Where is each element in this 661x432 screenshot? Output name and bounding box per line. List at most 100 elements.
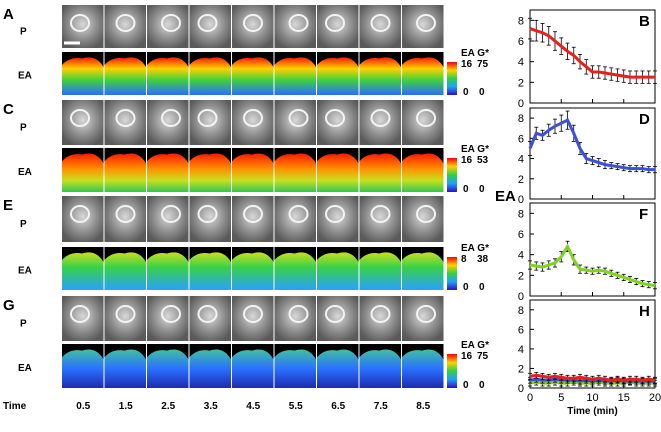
cell-outline — [325, 14, 345, 32]
x-tick-label: 15 — [618, 392, 630, 404]
phase-image — [317, 100, 359, 145]
phase-image — [359, 196, 401, 242]
cell-outline — [70, 305, 90, 323]
phase-image — [189, 100, 231, 145]
cell-outline — [288, 109, 309, 127]
cell-outline — [325, 109, 345, 127]
phase-image — [189, 296, 231, 341]
ea-cell — [147, 349, 189, 388]
cell-outline — [416, 305, 436, 323]
ea-cell — [147, 252, 189, 290]
ea-cell — [104, 349, 146, 388]
cell-outline — [416, 14, 436, 32]
cell-outline — [288, 14, 309, 32]
x-tick-label: 5 — [558, 392, 564, 404]
ea-cell — [232, 57, 274, 95]
cell-outline — [115, 305, 136, 323]
time-value: 0.5 — [76, 401, 90, 412]
time-value: 6.5 — [331, 401, 345, 412]
cell-outline — [197, 205, 218, 223]
data-line — [529, 243, 656, 288]
ea-cell — [189, 153, 231, 192]
ea-cell — [232, 252, 274, 290]
ea-cell — [359, 57, 401, 95]
phase-image — [147, 5, 189, 48]
colorbar — [447, 62, 457, 95]
ea-cell — [189, 252, 231, 290]
cell-outline — [325, 305, 345, 323]
panel-label: F — [639, 206, 648, 223]
plot-frame — [529, 9, 656, 104]
phase-image — [274, 296, 316, 341]
y-tick-label: 4 — [518, 154, 524, 166]
time-value: 3.5 — [204, 401, 218, 412]
panel-label: B — [639, 13, 650, 30]
colorbar-min: 0 — [463, 380, 469, 391]
phase-image — [274, 196, 316, 242]
phase-image — [232, 100, 274, 145]
y-tick-label: 0 — [518, 383, 524, 395]
y-tick-label: 4 — [518, 57, 524, 69]
cell-outline — [370, 305, 391, 323]
cell-outline — [115, 205, 136, 223]
colorbar-max: 38 — [477, 254, 489, 265]
cell-outline — [197, 14, 218, 32]
phase-image — [359, 100, 401, 145]
panel-label: C — [3, 101, 14, 118]
cell-outline — [243, 14, 263, 32]
ea-cell — [274, 349, 316, 388]
y-tick-label: 8 — [518, 305, 524, 317]
ea-cell — [232, 153, 274, 192]
time-value: 2.5 — [161, 401, 175, 412]
data-line — [528, 118, 655, 172]
row-label: EA — [18, 71, 32, 82]
phase-image — [232, 296, 274, 341]
colorbar-min: 0 — [479, 87, 485, 98]
y-tick-label: 2 — [518, 270, 524, 282]
cell-outline — [161, 305, 181, 323]
phase-image — [317, 296, 359, 341]
colorbar-max: 53 — [477, 155, 489, 166]
y-tick-label: 6 — [518, 36, 524, 48]
phase-image — [274, 5, 316, 48]
ea-cell — [232, 349, 274, 388]
ea-cell — [147, 57, 189, 95]
ea-cell — [274, 57, 316, 95]
time-value: 1.5 — [119, 401, 133, 412]
time-value: 5.5 — [289, 401, 303, 412]
phase-image — [359, 296, 401, 341]
x-axis-label: Time (min) — [567, 406, 617, 417]
data-line — [529, 373, 656, 382]
ea-cell — [402, 252, 444, 290]
colorbar-min: 0 — [479, 282, 485, 293]
cell-outline — [243, 305, 263, 323]
cell-outline — [161, 205, 181, 223]
ea-cell — [359, 252, 401, 290]
colorbar-max: 16 — [461, 351, 473, 362]
phase-image — [359, 5, 401, 48]
ea-cell — [274, 252, 316, 290]
phase-image — [189, 5, 231, 48]
ea-cell — [189, 57, 231, 95]
colorbar — [447, 257, 457, 290]
y-tick-label: 0 — [518, 291, 524, 303]
cell-outline — [416, 205, 436, 223]
cell-outline — [70, 14, 90, 32]
row-label: P — [20, 27, 27, 38]
phase-image — [62, 5, 104, 48]
y-tick-label: 2 — [518, 77, 524, 89]
colorbar-max: 75 — [477, 351, 489, 362]
ea-cell — [62, 153, 104, 192]
cell-outline — [370, 14, 391, 32]
ea-cell — [402, 349, 444, 388]
phase-image — [402, 5, 444, 48]
y-tick-label: 2 — [518, 174, 524, 186]
y-tick-label: 8 — [518, 113, 524, 125]
phase-image — [104, 5, 146, 48]
y-axis-label: EA — [495, 188, 516, 205]
cell-outline — [197, 109, 218, 127]
colorbar-min: 0 — [463, 184, 469, 195]
ea-cell — [317, 57, 359, 95]
colorbar-max: 16 — [461, 59, 473, 70]
